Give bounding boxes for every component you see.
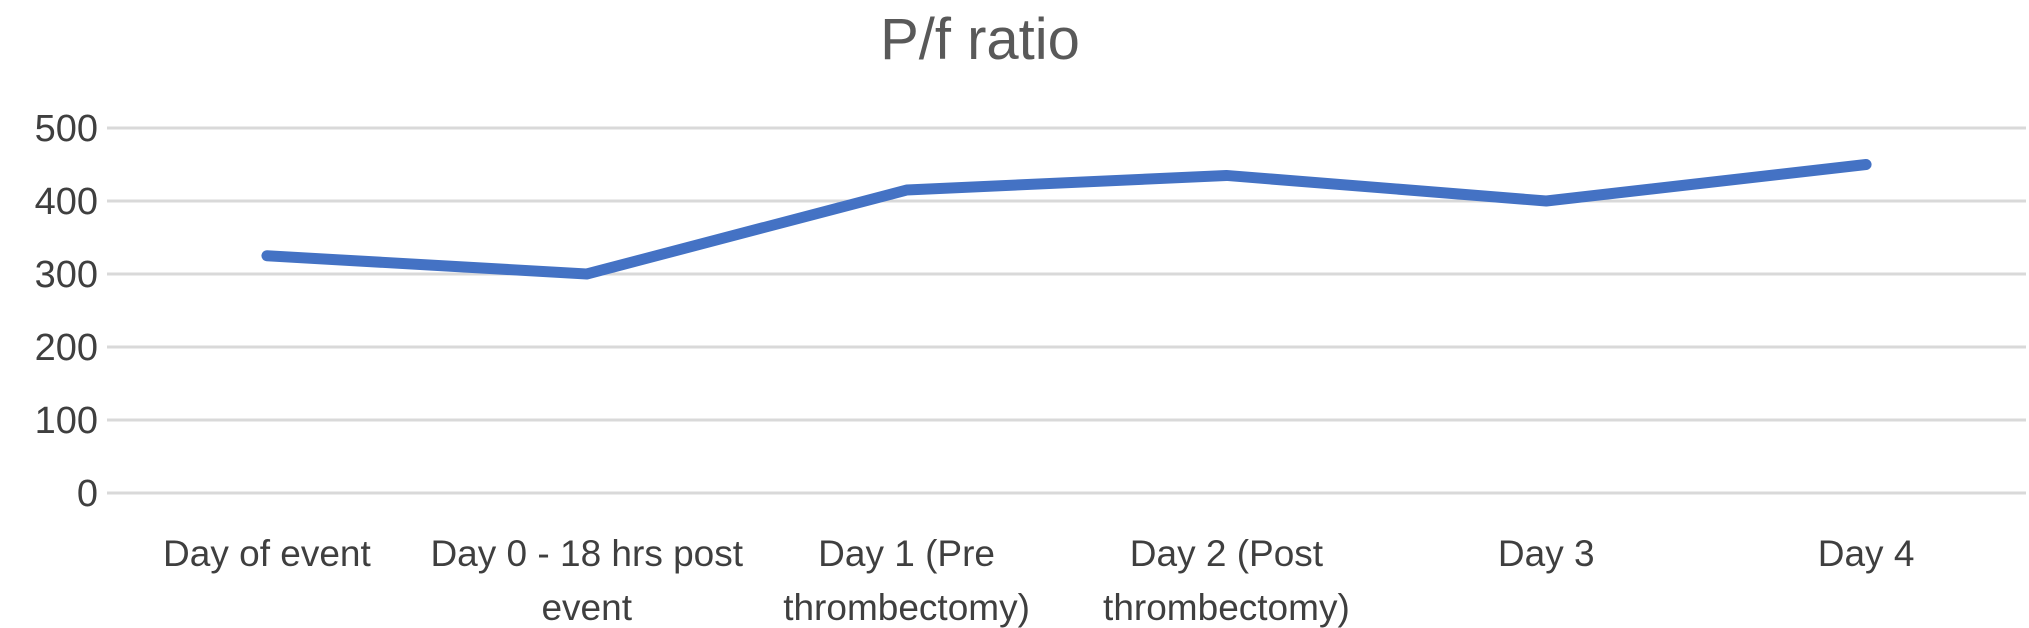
y-axis-tick-label: 500 bbox=[35, 108, 98, 150]
x-axis-category-label: Day 4 bbox=[1818, 533, 1915, 574]
x-axis-category-label: Day 3 bbox=[1498, 533, 1595, 574]
y-axis-tick-label: 200 bbox=[35, 327, 98, 369]
y-axis-tick-label: 300 bbox=[35, 254, 98, 296]
x-axis-category-label: Day 1 (Pre bbox=[818, 533, 995, 574]
series-line bbox=[261, 159, 1872, 280]
chart-title: P/f ratio bbox=[880, 7, 1080, 72]
y-axis-tick-label: 100 bbox=[35, 400, 98, 442]
y-axis-tick-label: 400 bbox=[35, 181, 98, 223]
x-axis-category-label: Day 0 - 18 hrs post bbox=[430, 533, 743, 574]
x-axis-category-label: event bbox=[541, 587, 632, 628]
x-axis-category-label: thrombectomy) bbox=[783, 587, 1030, 628]
x-axis-category-label: Day of event bbox=[163, 533, 371, 574]
y-axis-tick-label: 0 bbox=[77, 473, 98, 515]
x-axis-category-label: Day 2 (Post bbox=[1130, 533, 1324, 574]
x-axis-category-label: thrombectomy) bbox=[1103, 587, 1350, 628]
